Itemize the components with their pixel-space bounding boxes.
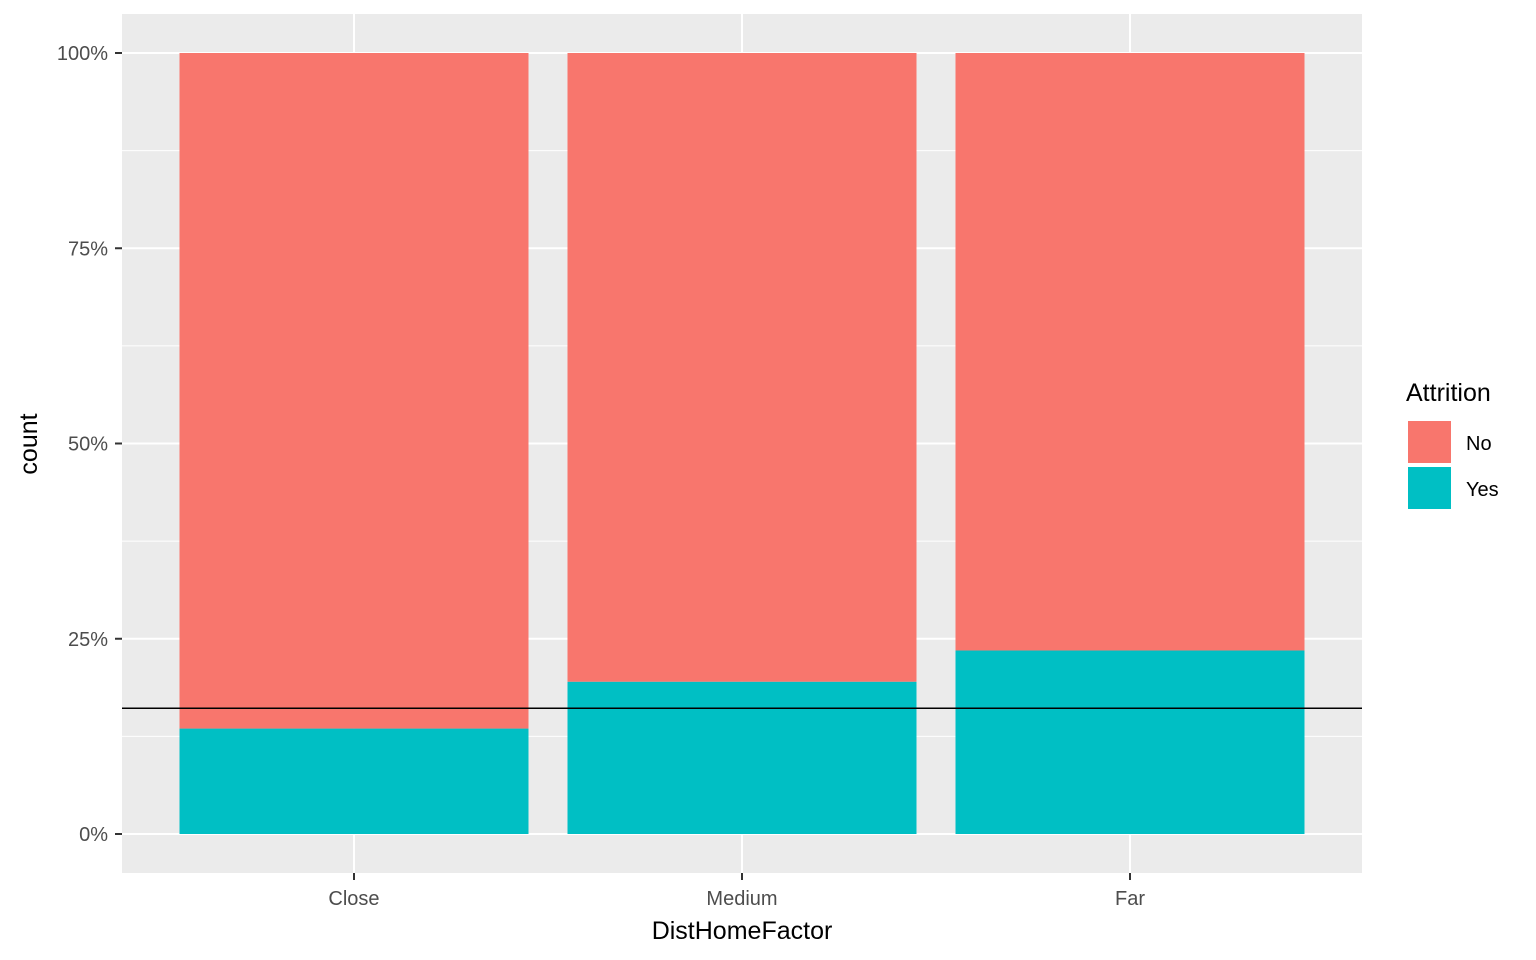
legend-label-yes: Yes bbox=[1466, 479, 1499, 501]
bar-medium-yes bbox=[567, 681, 917, 834]
x-tick-label: Medium bbox=[706, 888, 777, 910]
x-axis: Close Medium Far bbox=[328, 873, 1145, 910]
x-tick-label: Close bbox=[328, 888, 379, 910]
legend-title: Attrition bbox=[1406, 379, 1491, 407]
x-axis-title: DistHomeFactor bbox=[652, 917, 833, 945]
y-tick-label: 100% bbox=[57, 43, 108, 65]
y-axis: 0% 25% 50% 75% 100% bbox=[57, 43, 122, 846]
legend: Attrition No Yes bbox=[1406, 379, 1499, 509]
y-tick-label: 25% bbox=[68, 629, 108, 651]
legend-key-yes bbox=[1408, 467, 1451, 509]
x-tick-label: Far bbox=[1115, 888, 1145, 910]
bar-medium-no bbox=[567, 53, 917, 682]
legend-key-no bbox=[1408, 421, 1451, 463]
y-tick-label: 75% bbox=[68, 238, 108, 260]
bar-far-no bbox=[955, 53, 1305, 651]
bar-far-yes bbox=[955, 650, 1305, 834]
legend-label-no: No bbox=[1466, 433, 1492, 455]
bar-close-yes bbox=[179, 728, 529, 834]
y-tick-label: 50% bbox=[68, 434, 108, 456]
bar-close-no bbox=[179, 53, 529, 729]
y-axis-title: count bbox=[15, 413, 43, 474]
bar-group bbox=[179, 53, 1305, 834]
y-tick-label: 0% bbox=[79, 824, 108, 846]
